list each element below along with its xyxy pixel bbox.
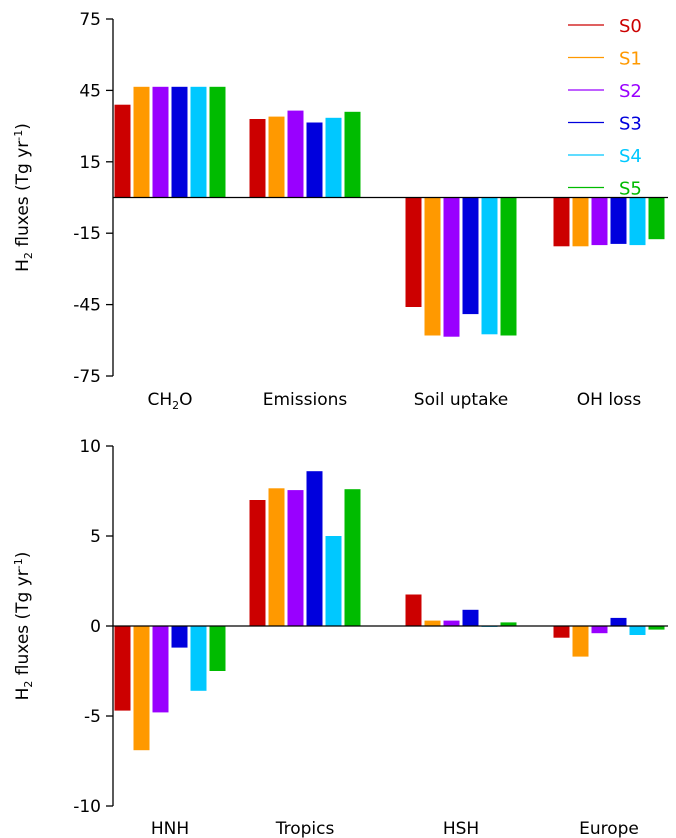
bar-s1-cat3 (572, 197, 589, 247)
bar-s4-cat1 (325, 117, 342, 198)
bar-s4-cat0 (190, 86, 207, 198)
y-tick-label: 10 (79, 437, 101, 457)
bar-s3-cat2 (462, 197, 479, 315)
bar-s5-cat3 (648, 197, 665, 240)
x-category-label: Tropics (275, 819, 335, 838)
bar-s5-cat0 (209, 626, 226, 671)
bar-s4-cat2 (481, 197, 498, 335)
bar-s2-cat1 (287, 110, 304, 198)
x-category-label: HNH (151, 819, 189, 838)
bar-s5-cat3 (648, 626, 665, 630)
legend: S0 S1 S2 S3 S4 S5 (568, 16, 642, 200)
bar-s0-cat1 (249, 500, 266, 626)
bar-s2-cat2 (443, 197, 460, 337)
legend-label-s0: S0 (619, 16, 642, 37)
y-axis-title: H2 fluxes (Tg yr-1) (12, 552, 35, 701)
bar-s4-cat3 (629, 197, 646, 246)
bar-s4-cat1 (325, 536, 342, 626)
y-tick-label: -10 (73, 797, 101, 817)
y-tick-label: 75 (79, 10, 101, 30)
y-tick-label: 15 (79, 153, 101, 173)
bar-s3-cat2 (462, 609, 479, 626)
bar-s5-cat2 (500, 622, 517, 626)
bar-s5-cat1 (344, 489, 361, 626)
bar-s3-cat3 (610, 617, 627, 626)
y-axis-title: H2 fluxes (Tg yr-1) (12, 123, 35, 272)
bar-s0-cat2 (405, 594, 422, 626)
legend-label-s3: S3 (619, 114, 642, 135)
y-tick-label: -15 (73, 224, 101, 244)
bar-s5-cat0 (209, 86, 226, 198)
x-category-label: Europe (579, 819, 639, 838)
bar-s1-cat0 (133, 86, 150, 198)
bar-s3-cat1 (306, 471, 323, 626)
legend-label-s1: S1 (619, 49, 642, 70)
y-tick-label: 5 (90, 527, 101, 547)
y-tick-label: -75 (73, 367, 101, 387)
bar-s1-cat1 (268, 116, 285, 198)
bar-s0-cat2 (405, 197, 422, 307)
x-category-label: HSH (443, 819, 479, 838)
bar-s2-cat0 (152, 626, 169, 713)
bar-s1-cat2 (424, 197, 441, 336)
x-category-label: OH loss (577, 390, 642, 410)
x-category-label: Emissions (263, 390, 348, 410)
bar-s0-cat3 (553, 197, 570, 247)
bar-s4-cat3 (629, 626, 646, 635)
y-tick-label: 45 (79, 81, 101, 101)
bar-s2-cat3 (591, 626, 608, 634)
y-tick-label: -45 (73, 296, 101, 316)
legend-label-s5: S5 (619, 179, 642, 200)
bar-s2-cat1 (287, 490, 304, 626)
bottom-chart: 10 5 0 -5 -10 HNH Tropics HSH Europe H2 fluxes (T… (12, 437, 668, 838)
bar-s0-cat0 (114, 626, 131, 711)
x-category-label: CH2O (147, 390, 192, 412)
bar-s1-cat1 (268, 488, 285, 626)
bar-s5-cat1 (344, 111, 361, 198)
bar-s4-cat0 (190, 626, 207, 691)
bar-s5-cat2 (500, 197, 517, 336)
bar-s3-cat0 (171, 86, 188, 198)
bar-s0-cat3 (553, 626, 570, 638)
bar-s1-cat0 (133, 626, 150, 751)
bar-s2-cat3 (591, 197, 608, 246)
bar-s1-cat2 (424, 620, 441, 626)
bar-s3-cat3 (610, 197, 627, 244)
x-category-label: Soil uptake (414, 390, 508, 410)
bar-s3-cat0 (171, 626, 188, 648)
legend-label-s4: S4 (619, 146, 642, 167)
bar-s0-cat0 (114, 104, 131, 198)
y-tick-label: -5 (84, 707, 101, 727)
legend-label-s2: S2 (619, 81, 642, 102)
top-chart: 75 45 15 -15 -45 -75 CH2O Emissions Soil uptake O… (12, 10, 668, 412)
bar-s1-cat3 (572, 626, 589, 657)
bar-s2-cat2 (443, 620, 460, 626)
bar-s0-cat1 (249, 119, 266, 198)
y-tick-label: 0 (90, 617, 101, 637)
bar-s3-cat1 (306, 122, 323, 198)
bar-s2-cat0 (152, 86, 169, 198)
